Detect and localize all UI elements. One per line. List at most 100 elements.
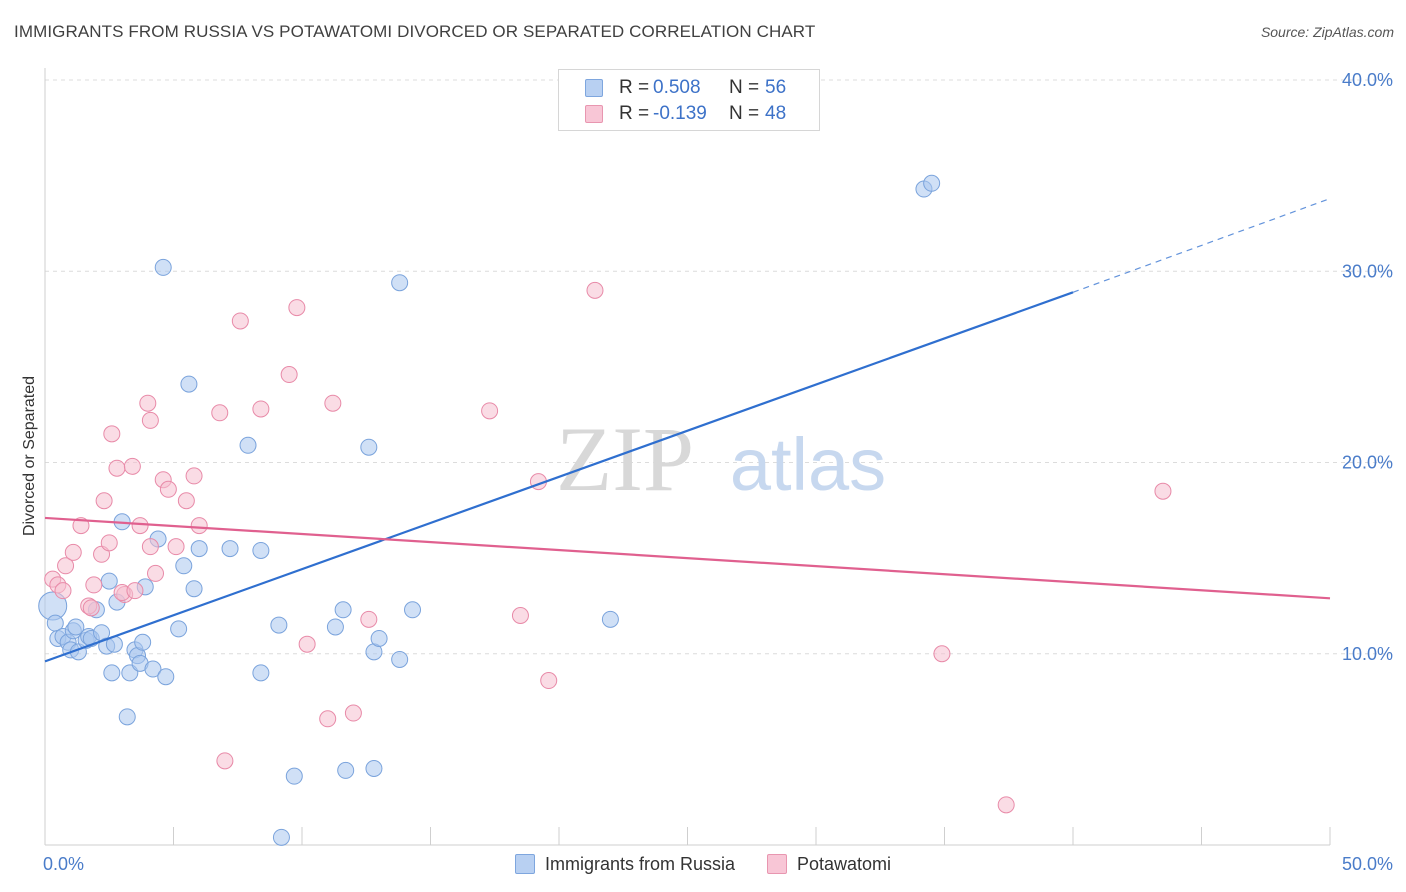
legend-r-value: 0.508	[653, 77, 701, 98]
point-potawatomi	[108, 459, 126, 477]
point-potawatomi	[185, 467, 203, 485]
point-potawatomi	[177, 492, 195, 510]
legend-n-value: 56	[765, 77, 787, 98]
point-russia	[391, 274, 409, 292]
watermark-zip: ZIP	[556, 408, 694, 510]
point-potawatomi	[139, 394, 157, 412]
source-label: Source: ZipAtlas.com	[1260, 24, 1394, 40]
chart-title: IMMIGRANTS FROM RUSSIA VS POTAWATOMI DIV…	[14, 22, 816, 41]
point-potawatomi	[141, 411, 159, 429]
point-russia	[601, 610, 619, 628]
point-russia	[391, 650, 409, 668]
point-russia	[337, 761, 355, 779]
point-russia	[923, 174, 941, 192]
point-russia	[285, 767, 303, 785]
point-russia	[370, 629, 388, 647]
point-potawatomi	[1154, 482, 1172, 500]
legend-r-label: R =	[619, 77, 650, 98]
point-potawatomi	[344, 704, 362, 722]
point-russia	[252, 664, 270, 682]
point-russia	[144, 660, 162, 678]
point-russia	[326, 618, 344, 636]
point-russia	[170, 620, 188, 638]
point-potawatomi	[147, 564, 165, 582]
point-potawatomi	[159, 480, 177, 498]
axes	[44, 68, 1331, 846]
point-potawatomi	[511, 607, 529, 624]
point-potawatomi	[319, 710, 337, 728]
point-potawatomi	[190, 517, 208, 535]
legend-row-potawatomi: R = -0.139 N = 48	[585, 102, 786, 126]
point-potawatomi	[324, 394, 342, 412]
point-potawatomi	[933, 645, 951, 663]
series-legend: Immigrants from Russia Potawatomi	[0, 851, 1406, 877]
point-potawatomi	[123, 457, 141, 475]
legend-swatch-potawatomi	[585, 105, 603, 123]
trend-line-russia	[44, 291, 1074, 663]
legend-n-label: N =	[729, 77, 760, 98]
point-potawatomi	[211, 404, 229, 422]
watermark-atlas: atlas	[730, 423, 886, 506]
point-russia	[175, 557, 193, 575]
point-russia	[404, 601, 422, 619]
y-tick-label: 10.0%	[1342, 644, 1393, 664]
point-russia	[239, 436, 257, 454]
legend-row-russia: R = 0.508 N = 56	[585, 76, 786, 100]
point-russia	[134, 633, 152, 651]
series-legend-swatch-potawatomi	[767, 854, 787, 874]
point-russia	[118, 708, 136, 726]
point-potawatomi	[95, 492, 113, 510]
point-russia	[190, 540, 208, 558]
point-potawatomi	[103, 425, 121, 443]
legend-n-label: N =	[729, 103, 760, 124]
x-tick-label: 50.0%	[1342, 854, 1393, 874]
point-potawatomi	[167, 538, 185, 556]
point-potawatomi	[141, 538, 159, 556]
legend-r-label: R =	[619, 103, 650, 124]
point-russia	[360, 438, 378, 456]
point-russia	[103, 664, 121, 682]
trend-lines	[44, 198, 1331, 663]
point-russia	[180, 375, 198, 393]
y-axis-label: Divorced or Separated	[21, 376, 38, 536]
correlation-legend: R = 0.508 N = 56 R = -0.139 N = 48	[558, 69, 820, 131]
point-potawatomi	[54, 582, 72, 600]
point-potawatomi	[280, 366, 298, 384]
point-potawatomi	[298, 635, 316, 653]
point-russia	[185, 580, 203, 598]
series-legend-label: Potawatomi	[797, 853, 892, 874]
point-potawatomi	[997, 796, 1015, 814]
x-tick-label: 0.0%	[43, 854, 84, 874]
series-legend-item-russia: Immigrants from Russia	[514, 853, 735, 875]
point-russia	[157, 668, 175, 686]
series-legend-label: Immigrants from Russia	[544, 853, 735, 874]
point-potawatomi	[72, 517, 90, 535]
series-legend-item-potawatomi: Potawatomi	[767, 854, 891, 875]
grid-lines	[45, 79, 1392, 655]
point-potawatomi	[100, 534, 118, 552]
point-russia	[365, 760, 383, 777]
series-legend-swatch-russia	[514, 854, 535, 874]
watermark: ZIP atlas	[556, 408, 886, 510]
point-potawatomi	[126, 582, 144, 600]
point-russia	[272, 828, 290, 846]
trend-line-potawatomi	[44, 516, 1331, 600]
point-russia	[270, 616, 288, 634]
point-russia	[252, 541, 270, 559]
point-potawatomi	[360, 610, 378, 628]
legend-n-value: 48	[765, 103, 787, 124]
point-russia	[221, 540, 239, 558]
trend-line-russia-extension	[1072, 198, 1331, 293]
point-potawatomi	[252, 400, 270, 418]
point-potawatomi	[586, 281, 604, 299]
point-russia	[67, 618, 85, 636]
tick-labels: 10.0% 20.0% 30.0% 40.0% 0.0% 50.0%	[43, 70, 1393, 874]
point-potawatomi	[481, 402, 499, 420]
y-tick-label: 40.0%	[1342, 70, 1393, 90]
point-potawatomi	[288, 299, 306, 317]
point-potawatomi	[131, 517, 149, 535]
data-points	[38, 174, 1172, 846]
y-tick-label: 20.0%	[1342, 453, 1393, 473]
y-tick-label: 30.0%	[1342, 261, 1393, 281]
